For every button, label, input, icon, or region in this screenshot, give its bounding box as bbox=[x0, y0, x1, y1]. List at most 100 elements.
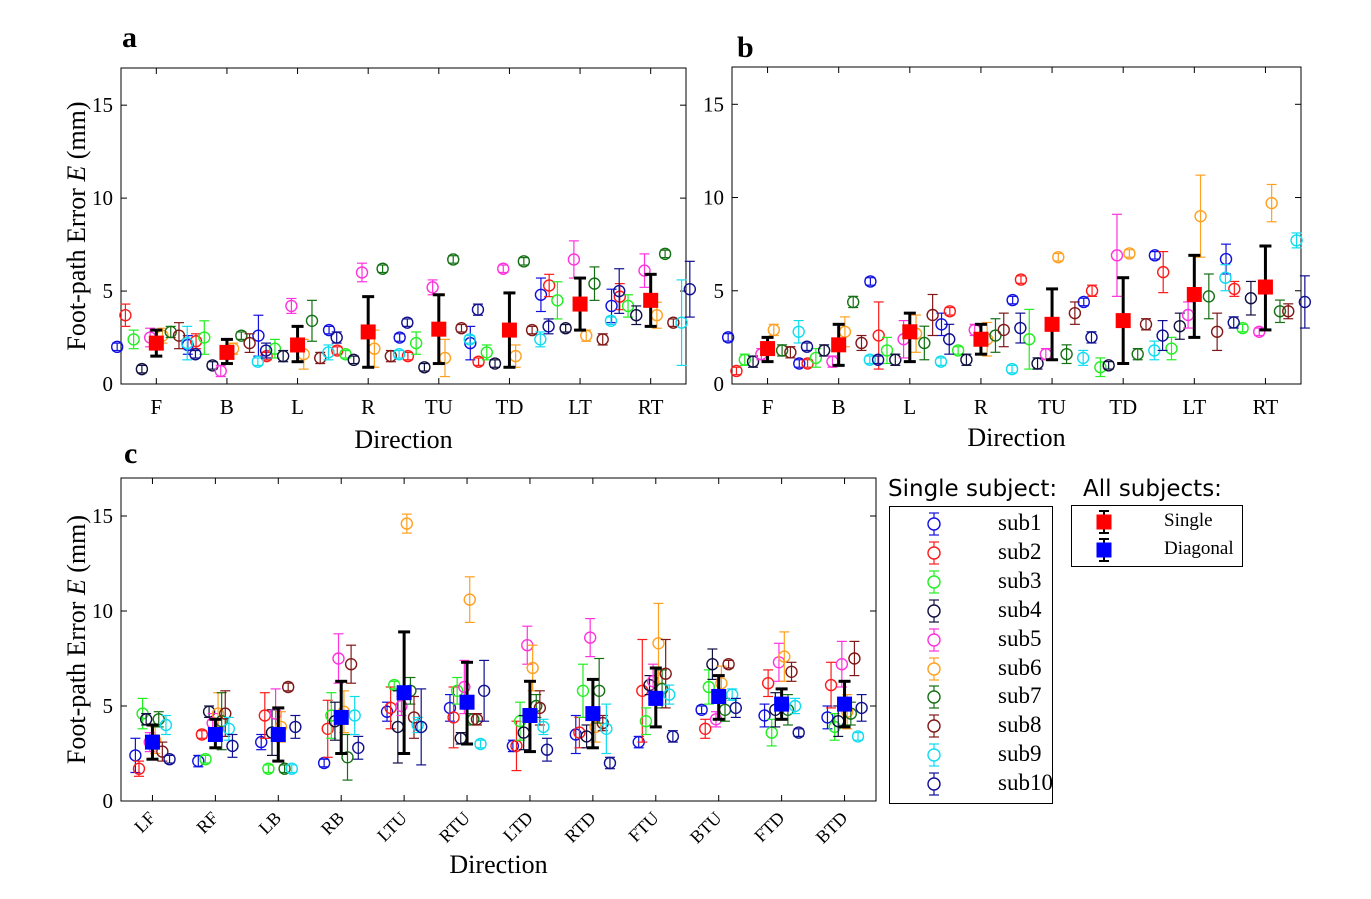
sub4-point bbox=[706, 648, 719, 681]
x-tick-label: LB bbox=[255, 808, 285, 838]
sub8-point bbox=[1210, 312, 1224, 352]
sub3-point bbox=[951, 344, 965, 357]
sub3-point bbox=[198, 320, 211, 355]
sub3-marker bbox=[198, 331, 211, 344]
legend-item-sub5: sub5 bbox=[914, 625, 1064, 653]
x-tick-label: LT bbox=[1182, 395, 1206, 419]
x-tick-label: RTD bbox=[561, 808, 600, 847]
sub10-point bbox=[1014, 312, 1027, 344]
sub9-point bbox=[1290, 232, 1303, 249]
sub5-point bbox=[285, 297, 298, 314]
legend-item-diagonal: Diagonal bbox=[1084, 537, 1234, 563]
sub4-point bbox=[1173, 312, 1186, 340]
x-tick-label: RF bbox=[192, 808, 222, 838]
sub10-marker bbox=[352, 741, 365, 754]
sub5-marker bbox=[426, 281, 439, 294]
sub7-marker bbox=[658, 247, 672, 261]
sub8-point bbox=[1282, 303, 1295, 320]
x-tick-label: BTD bbox=[812, 808, 852, 848]
sub9-marker bbox=[392, 348, 406, 361]
sub10-marker bbox=[289, 720, 302, 734]
mean-marker bbox=[831, 337, 847, 353]
sub7-marker bbox=[1202, 290, 1216, 303]
sub6-point bbox=[400, 513, 414, 534]
sub1-point bbox=[110, 340, 124, 354]
legend-marker bbox=[1096, 542, 1112, 558]
sub7-marker bbox=[918, 336, 931, 350]
mean-marker bbox=[648, 690, 664, 706]
sub9-marker bbox=[537, 720, 550, 734]
sub5-point bbox=[1253, 325, 1266, 338]
sub2-marker bbox=[195, 728, 209, 741]
sub9-marker bbox=[463, 333, 476, 346]
legend-label: sub5 bbox=[998, 625, 1042, 651]
sub7-marker bbox=[847, 295, 860, 309]
legend-marker bbox=[927, 748, 941, 762]
sub10-marker bbox=[471, 303, 485, 316]
x-tick-label: RT bbox=[638, 395, 664, 419]
sub2-point bbox=[195, 728, 209, 741]
panel-c-chart: 0 5 10 15 LF RF LB RB LTU RTU LTD RTD FTU BTU FTD BTD Di… bbox=[62, 477, 877, 879]
sub9-point bbox=[1219, 264, 1232, 292]
y-tick-label: 0 bbox=[103, 372, 114, 396]
legend-symbol-sub7 bbox=[927, 685, 941, 709]
mean-marker bbox=[902, 324, 918, 340]
legend-symbol-sub9 bbox=[927, 743, 941, 767]
sub8-point bbox=[344, 644, 358, 684]
mean-point bbox=[144, 723, 160, 761]
legend-item-sub6: sub6 bbox=[914, 655, 1064, 682]
sub4-point bbox=[1102, 359, 1115, 372]
y-axis-label-text: Foot-path Error bbox=[62, 595, 91, 764]
sub7-marker bbox=[341, 751, 354, 764]
sub3-marker bbox=[409, 336, 423, 350]
sub6-marker bbox=[652, 637, 665, 650]
sub4-marker bbox=[706, 658, 719, 671]
sub10-point bbox=[683, 260, 697, 318]
sub10-point bbox=[415, 688, 428, 766]
sub1-point bbox=[1006, 293, 1019, 307]
sub9-point bbox=[1005, 362, 1019, 376]
y-tick-label: 15 bbox=[92, 93, 113, 117]
sub8-point bbox=[785, 661, 798, 682]
sub10-marker bbox=[259, 344, 273, 357]
y-axis-label-text: Foot-path Error bbox=[62, 182, 91, 351]
legend-single-subject: sub1 sub2 sub3 sub4 sub5 sub6 sub7 sub8 sub9 sub1… bbox=[889, 506, 1053, 804]
axes-frame bbox=[120, 67, 687, 385]
sub8-point bbox=[997, 312, 1010, 348]
sub5-marker bbox=[1110, 249, 1124, 262]
sub6-point bbox=[767, 323, 780, 337]
y-tick-label: 5 bbox=[714, 279, 725, 303]
sub9-marker bbox=[534, 333, 547, 346]
sub2-marker bbox=[872, 329, 885, 342]
sub1-marker bbox=[506, 739, 520, 753]
sub8-marker bbox=[784, 346, 797, 359]
sub4-marker bbox=[559, 322, 572, 335]
sub4-point bbox=[746, 355, 760, 368]
sub5-marker bbox=[638, 264, 651, 277]
mean-marker bbox=[522, 708, 538, 723]
sub9-point bbox=[474, 737, 487, 751]
sub10-point bbox=[613, 268, 626, 314]
mean-marker bbox=[431, 321, 447, 337]
sub9-point bbox=[788, 697, 802, 715]
legend-label: sub8 bbox=[998, 712, 1042, 738]
sub9-marker bbox=[934, 355, 948, 368]
sub4-point bbox=[276, 349, 290, 363]
sub8-point bbox=[596, 333, 609, 346]
sub3-point bbox=[551, 281, 564, 320]
mean-marker bbox=[207, 727, 223, 742]
sub8-marker bbox=[659, 667, 672, 680]
sub1-marker bbox=[192, 754, 205, 768]
mean-point bbox=[148, 328, 164, 358]
sub7-point bbox=[847, 295, 860, 309]
sub5-marker bbox=[285, 299, 298, 313]
sub10-point bbox=[603, 756, 617, 770]
axes-frame bbox=[120, 477, 877, 802]
sub2-point bbox=[1085, 284, 1099, 297]
sub7-point bbox=[1273, 299, 1287, 324]
panel-b-chart: 0 5 10 15 F B L R TU TD LT RT Direction bbox=[703, 66, 1312, 452]
sub4-point bbox=[1244, 280, 1258, 316]
sub10-point bbox=[471, 303, 485, 316]
sub5-point bbox=[835, 640, 849, 688]
sub1-marker bbox=[1148, 249, 1162, 262]
